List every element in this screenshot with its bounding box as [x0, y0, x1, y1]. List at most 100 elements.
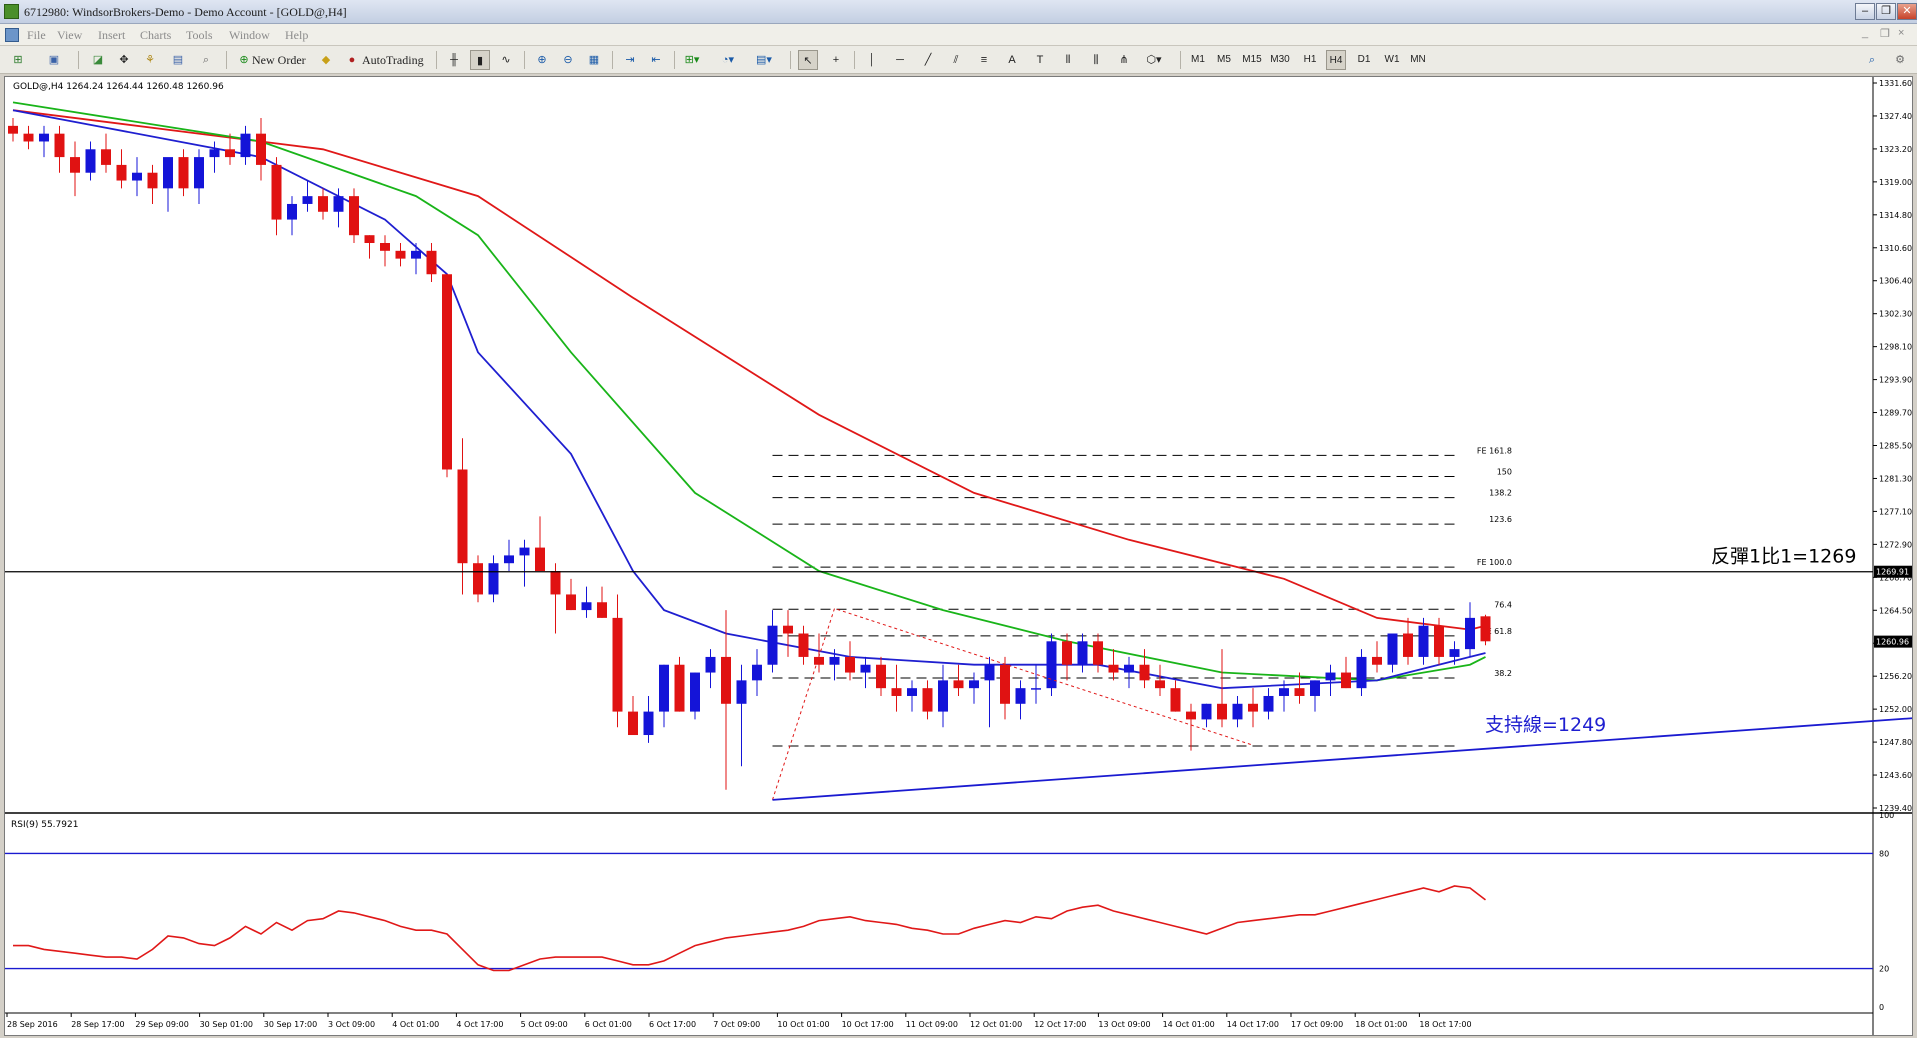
timeframe-m1[interactable]: M1 — [1191, 54, 1205, 65]
support-annotation[interactable]: 支持線=1249 — [1485, 714, 1606, 736]
candle-body — [163, 157, 173, 189]
candle-body — [116, 164, 127, 181]
trend-line-icon[interactable]: ╱ — [924, 54, 932, 66]
vertical-line-icon[interactable]: │ — [868, 54, 876, 66]
chart-shift-icon[interactable]: ⇤ — [651, 54, 661, 66]
time-axis-label: 6 Oct 01:00 — [585, 1020, 632, 1029]
candle-body — [178, 157, 189, 189]
templates-icon[interactable]: ▤▾ — [756, 54, 772, 66]
close-button[interactable]: ✕ — [1897, 3, 1917, 20]
fibonacci-icon[interactable]: ≡ — [980, 54, 988, 66]
price-chart[interactable]: FE 161.8 150 138.2 123.6 FE 100.0 76.4 FE 61.8… — [5, 77, 1917, 1035]
menu-help[interactable]: Help — [285, 28, 309, 42]
indicators-icon[interactable]: ⊞▾ — [684, 54, 700, 66]
fib-level-label: 150 — [1497, 468, 1512, 477]
tile-windows-icon[interactable]: ▦ — [588, 54, 600, 66]
strategy-tester-icon[interactable]: ⌕ — [202, 54, 210, 66]
candle-body — [597, 602, 607, 618]
candle-body — [1263, 695, 1274, 712]
restore-button[interactable]: ❐ — [1876, 3, 1896, 20]
candle-body — [1325, 672, 1336, 681]
time-axis-label: 28 Sep 17:00 — [71, 1020, 124, 1029]
data-window-icon[interactable]: ⚘ — [145, 54, 155, 66]
minimize-button[interactable]: – — [1855, 3, 1875, 20]
timeframe-d1[interactable]: D1 — [1357, 54, 1371, 65]
candle-body — [1310, 680, 1320, 696]
autotrading-button[interactable]: AutoTrading — [362, 53, 424, 67]
candle-body — [380, 243, 390, 251]
new-order-button[interactable]: New Order — [252, 53, 306, 67]
candle-body — [101, 149, 111, 165]
timeframe-m30[interactable]: M30 — [1270, 54, 1290, 65]
menu-file[interactable]: File — [27, 28, 46, 42]
shapes-icon[interactable]: ⬡▾ — [1146, 54, 1162, 66]
rebound-annotation[interactable]: 反彈1比1=1269 — [1711, 546, 1856, 568]
candle-body — [1000, 664, 1010, 704]
candle-body — [581, 602, 592, 611]
fib-channel-icon[interactable]: ⫼ — [1093, 54, 1099, 66]
time-axis-label: 14 Oct 17:00 — [1227, 1020, 1279, 1029]
chart-window[interactable]: FE 161.8 150 138.2 123.6 FE 100.0 76.4 FE 61.8… — [4, 76, 1917, 1036]
menu-view[interactable]: View — [57, 28, 83, 42]
price-axis-label: 1264.50 — [1879, 606, 1912, 615]
menu-window[interactable]: Window — [229, 28, 270, 42]
cursor-icon[interactable]: ↖ — [798, 50, 818, 70]
bar-chart-icon[interactable]: ╫ — [450, 54, 458, 66]
candle-body — [132, 172, 142, 181]
candle-body — [1170, 688, 1181, 712]
auto-scroll-icon[interactable]: ⇥ — [625, 54, 635, 66]
candle-body — [39, 133, 49, 142]
metaeditor-icon[interactable]: ◆ — [321, 54, 331, 66]
equidistant-channel-icon[interactable]: ⫽ — [953, 54, 959, 66]
new-order-icon[interactable]: ⊕ — [239, 54, 249, 66]
menu-tools[interactable]: Tools — [186, 28, 213, 42]
text-label-icon[interactable]: T — [1036, 54, 1044, 66]
price-axis-label: 1310.60 — [1879, 244, 1912, 253]
horizontal-line-icon[interactable]: ─ — [896, 54, 904, 66]
candle-body — [752, 664, 762, 681]
chart-header: GOLD@,H4 1264.24 1264.44 1260.48 1260.96 — [13, 82, 224, 92]
profiles-icon[interactable]: ▣ — [48, 54, 60, 66]
candle-body — [705, 656, 716, 673]
mdi-restore-button[interactable]: ❐ — [1880, 28, 1890, 40]
candle-body — [535, 547, 545, 572]
timeframe-w1[interactable]: W1 — [1384, 54, 1400, 65]
text-icon[interactable]: A — [1008, 54, 1016, 66]
candle-body — [550, 571, 561, 595]
mdi-minimize-button[interactable]: _ — [1862, 27, 1869, 39]
timeframe-mn[interactable]: MN — [1410, 54, 1426, 65]
community-icon[interactable]: ⚙ — [1895, 54, 1905, 66]
crosshair-icon[interactable]: + — [832, 54, 840, 66]
new-chart-icon[interactable]: ⊞ — [13, 54, 23, 66]
mdi-close-button[interactable]: × — [1898, 27, 1905, 39]
candle-body — [860, 664, 871, 673]
timeframe-m15[interactable]: M15 — [1242, 54, 1262, 65]
zoom-in-icon[interactable]: ⊕ — [537, 54, 547, 66]
candle-body — [891, 688, 902, 696]
search-icon[interactable]: ⌕ — [1868, 54, 1876, 66]
candle-body — [876, 664, 886, 689]
market-watch-icon[interactable]: ◪ — [92, 54, 104, 66]
support-trend-line[interactable] — [772, 708, 1917, 801]
candle-body — [287, 203, 297, 220]
navigator-icon[interactable]: ✥ — [119, 54, 129, 66]
gann-fan-icon[interactable]: ⦀ — [1065, 54, 1071, 66]
zoom-out-icon[interactable]: ⊖ — [563, 54, 573, 66]
andrews-pitchfork-icon[interactable]: ⋔ — [1119, 54, 1129, 66]
timeframe-h4[interactable]: H4 — [1326, 50, 1346, 70]
periods-icon[interactable]: ◔▾ — [721, 54, 735, 66]
time-axis-label: 4 Oct 01:00 — [392, 1020, 439, 1029]
menu-charts[interactable]: Charts — [140, 28, 172, 42]
candle-body — [1062, 641, 1072, 665]
rsi-axis-label: 80 — [1879, 849, 1889, 858]
timeframe-m5[interactable]: M5 — [1217, 54, 1231, 65]
terminal-icon[interactable]: ▤ — [172, 54, 184, 66]
fib-expansion-anchors[interactable] — [772, 607, 1254, 800]
candlestick-icon[interactable]: ▮ — [470, 50, 490, 70]
line-chart-icon[interactable]: ∿ — [501, 54, 511, 66]
time-axis-label: 18 Oct 17:00 — [1419, 1020, 1471, 1029]
timeframe-h1[interactable]: H1 — [1303, 54, 1317, 65]
autotrading-icon[interactable]: ● — [348, 54, 356, 66]
time-axis-label: 5 Oct 09:00 — [521, 1020, 568, 1029]
menu-insert[interactable]: Insert — [98, 28, 126, 42]
